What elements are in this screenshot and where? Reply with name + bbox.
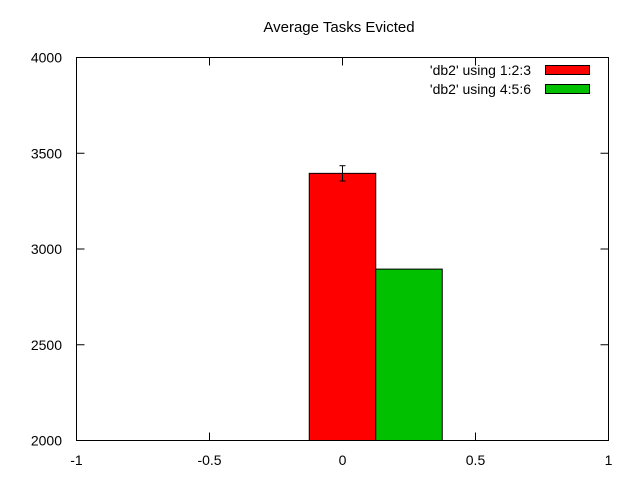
y-tick-label: 2000 bbox=[31, 433, 62, 449]
y-tick-label: 4000 bbox=[31, 50, 62, 66]
y-tick-label: 3000 bbox=[31, 241, 62, 257]
bar-series-1 bbox=[308, 172, 377, 441]
x-tick-label: 0 bbox=[339, 452, 347, 468]
legend-label: 'db2' using 1:2:3 bbox=[430, 62, 531, 78]
plot-frame bbox=[76, 57, 609, 441]
y-tick-label: 2500 bbox=[31, 337, 62, 353]
legend: 'db2' using 1:2:3 'db2' using 4:5:6 bbox=[430, 62, 590, 97]
y-axis-ticks: 2000 2500 3000 3500 4000 bbox=[31, 50, 609, 449]
chart-title: Average Tasks Evicted bbox=[263, 19, 414, 36]
bars bbox=[308, 165, 443, 442]
x-tick-label: -0.5 bbox=[197, 452, 221, 468]
x-tick-label: -1 bbox=[70, 452, 83, 468]
x-tick-label: 0.5 bbox=[466, 452, 486, 468]
legend-label: 'db2' using 4:5:6 bbox=[430, 81, 531, 97]
legend-swatch bbox=[545, 84, 590, 94]
y-tick-label: 3500 bbox=[31, 145, 62, 161]
x-tick-label: 1 bbox=[605, 452, 613, 468]
x-axis-ticks: -1 -0.5 0 0.5 1 bbox=[70, 57, 613, 468]
legend-swatch bbox=[545, 65, 590, 75]
bar-series-2 bbox=[375, 268, 443, 442]
